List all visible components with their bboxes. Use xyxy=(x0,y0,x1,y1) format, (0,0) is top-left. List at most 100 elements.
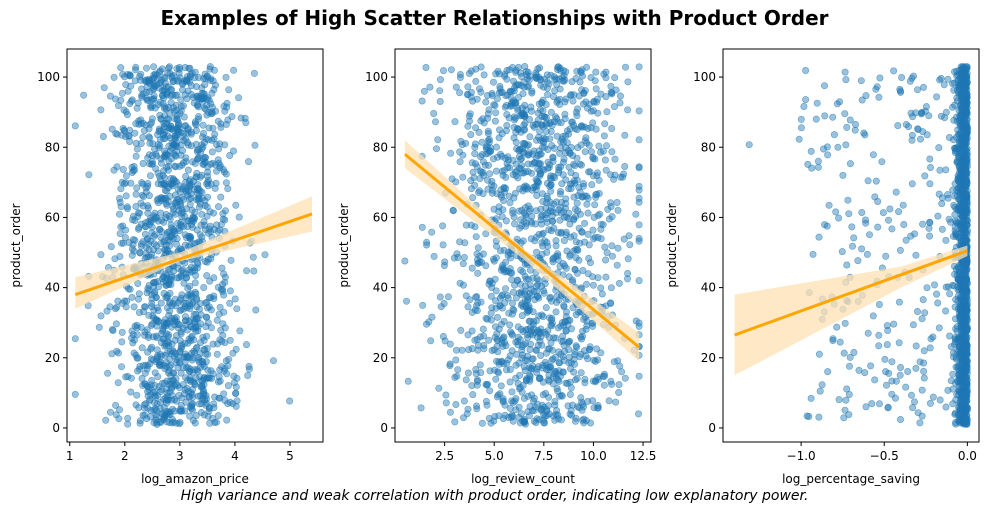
scatter-point xyxy=(478,138,486,146)
scatter-point xyxy=(503,111,511,119)
scatter-point xyxy=(435,384,443,392)
scatter-point xyxy=(508,388,516,396)
scatter-point xyxy=(620,170,628,178)
scatter-point xyxy=(187,190,195,198)
scatter-point xyxy=(540,289,548,297)
scatter-point xyxy=(912,251,920,259)
scatter-point xyxy=(615,381,623,389)
scatter-point xyxy=(161,237,169,245)
scatter-point xyxy=(584,230,592,238)
scatter-point xyxy=(423,241,431,249)
scatter-point xyxy=(895,298,903,306)
scatter-point xyxy=(546,293,554,301)
scatter-point xyxy=(183,326,191,334)
scatter-point xyxy=(961,298,969,306)
scatter-point xyxy=(548,322,556,330)
scatter-point xyxy=(133,391,141,399)
y-tick-label: 80 xyxy=(45,140,60,154)
scatter-point xyxy=(209,340,217,348)
scatter-point xyxy=(116,210,124,218)
scatter-point xyxy=(567,411,575,419)
scatter-point xyxy=(581,148,589,156)
scatter-point xyxy=(472,402,480,410)
scatter-point xyxy=(502,127,510,135)
scatter-point xyxy=(599,147,607,155)
scatter-point xyxy=(170,369,178,377)
scatter-point xyxy=(635,372,643,380)
scatter-point xyxy=(203,298,211,306)
scatter-point xyxy=(913,307,921,315)
scatter-point xyxy=(213,350,221,358)
scatter-point xyxy=(520,121,528,129)
scatter-point xyxy=(556,262,564,270)
scatter-point xyxy=(467,177,475,185)
scatter-point xyxy=(151,145,159,153)
scatter-point xyxy=(635,319,643,327)
scatter-point xyxy=(222,170,230,178)
scatter-point xyxy=(199,121,207,129)
scatter-point xyxy=(194,146,202,154)
scatter-point xyxy=(471,223,479,231)
scatter-point xyxy=(595,375,603,383)
scatter-point xyxy=(482,262,490,270)
scatter-point xyxy=(202,375,210,383)
scatter-point xyxy=(550,224,558,232)
scatter-point xyxy=(580,347,588,355)
scatter-point xyxy=(228,113,236,121)
scatter-point xyxy=(160,403,168,411)
scatter-point xyxy=(518,342,526,350)
scatter-point xyxy=(189,158,197,166)
scatter-point xyxy=(195,74,203,82)
scatter-point xyxy=(221,396,229,404)
scatter-point xyxy=(163,151,171,159)
scatter-point xyxy=(804,160,812,168)
scatter-point xyxy=(589,153,597,161)
scatter-point xyxy=(875,400,883,408)
scatter-point xyxy=(815,413,823,421)
scatter-point xyxy=(942,403,950,411)
scatter-point xyxy=(812,115,820,123)
scatter-point xyxy=(489,78,497,86)
scatter-point xyxy=(550,174,558,182)
scatter-point xyxy=(500,183,508,191)
scatter-point xyxy=(635,198,643,206)
scatter-point xyxy=(190,336,198,344)
scatter-point xyxy=(225,86,233,94)
scatter-point xyxy=(110,73,118,81)
scatter-point xyxy=(201,81,209,89)
scatter-point xyxy=(440,261,448,269)
scatter-point xyxy=(572,342,580,350)
scatter-point xyxy=(610,175,618,183)
scatter-point xyxy=(447,149,455,157)
scatter-point xyxy=(190,378,198,386)
scatter-point xyxy=(610,358,618,366)
scatter-point xyxy=(524,168,532,176)
scatter-point xyxy=(562,228,570,236)
scatter-point xyxy=(197,311,205,319)
scatter-point xyxy=(963,176,971,184)
scatter-point xyxy=(203,399,211,407)
scatter-point xyxy=(114,379,122,387)
scatter-point xyxy=(472,77,480,85)
scatter-point xyxy=(184,166,192,174)
scatter-point xyxy=(469,391,477,399)
scatter-point xyxy=(494,348,502,356)
scatter-point xyxy=(535,160,543,168)
scatter-point xyxy=(122,303,130,311)
scatter-point xyxy=(155,358,163,366)
scatter-point xyxy=(816,387,824,395)
scatter-point xyxy=(506,328,514,336)
scatter-point xyxy=(237,114,245,122)
scatter-point xyxy=(150,63,158,71)
scatter-point xyxy=(145,397,153,405)
scatter-point xyxy=(565,185,573,193)
scatter-point xyxy=(920,359,928,367)
scatter-point xyxy=(139,133,147,141)
scatter-point xyxy=(118,131,126,139)
scatter-point xyxy=(561,347,569,355)
scatter-point xyxy=(484,137,492,145)
scatter-point xyxy=(426,83,434,91)
scatter-point xyxy=(136,209,144,217)
scatter-point xyxy=(146,139,154,147)
scatter-point xyxy=(888,225,896,233)
